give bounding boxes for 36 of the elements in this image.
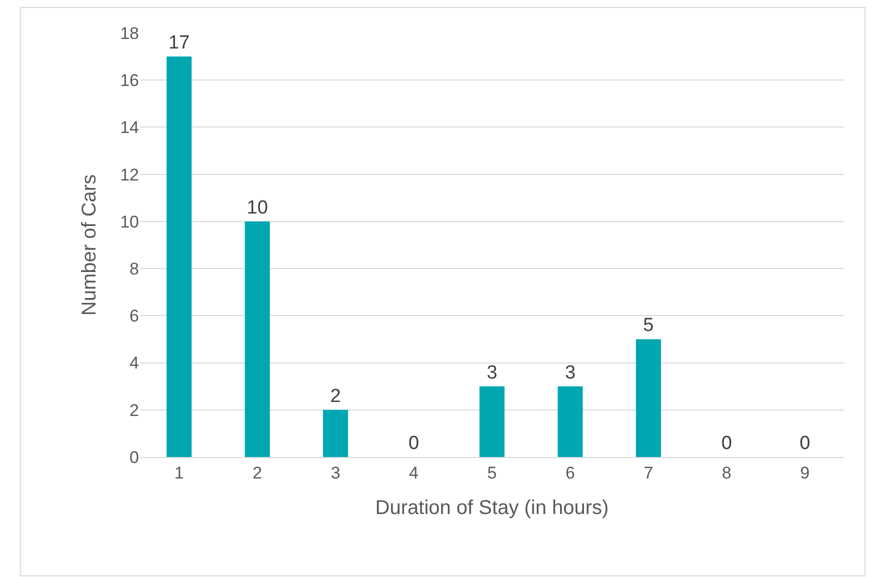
data-label: 3 <box>564 362 576 384</box>
x-tick-label: 8 <box>722 463 732 482</box>
x-axis-title: Duration of Stay (in hours) <box>375 496 609 519</box>
y-tick-label: 6 <box>130 306 139 326</box>
x-tick-label: 2 <box>252 463 262 482</box>
data-label: 0 <box>800 433 810 454</box>
x-tick-label: 5 <box>487 463 497 482</box>
y-tick-label: 2 <box>130 400 139 420</box>
x-tick-label: 9 <box>800 463 810 482</box>
data-label: 3 <box>486 362 498 384</box>
data-label: 17 <box>168 32 190 54</box>
x-tick-label: 7 <box>644 463 654 482</box>
y-tick-label: 8 <box>130 260 139 279</box>
y-tick-label: 14 <box>120 118 139 138</box>
data-label: 10 <box>246 197 268 218</box>
bar <box>166 56 192 457</box>
y-tick-label: 12 <box>120 165 139 184</box>
bar <box>558 386 583 457</box>
data-label: 0 <box>408 433 420 454</box>
data-label: 2 <box>330 386 341 407</box>
y-tick-label: 0 <box>130 448 139 467</box>
y-axis-title: Number of Cars <box>78 174 101 316</box>
x-tick-label: 3 <box>330 463 340 482</box>
x-tick-label: 1 <box>174 463 184 482</box>
data-label: 5 <box>643 315 654 336</box>
x-tick-label: 4 <box>409 463 419 482</box>
y-tick-label: 4 <box>130 354 139 373</box>
y-tick-label: 16 <box>120 71 139 90</box>
bar <box>323 410 348 457</box>
x-tick-label: 6 <box>565 463 575 482</box>
bar <box>244 221 270 457</box>
bar <box>636 339 661 457</box>
y-tick-label: 10 <box>120 212 139 232</box>
y-tick-label: 18 <box>120 24 139 43</box>
bar <box>479 386 505 457</box>
data-label: 0 <box>721 433 732 454</box>
